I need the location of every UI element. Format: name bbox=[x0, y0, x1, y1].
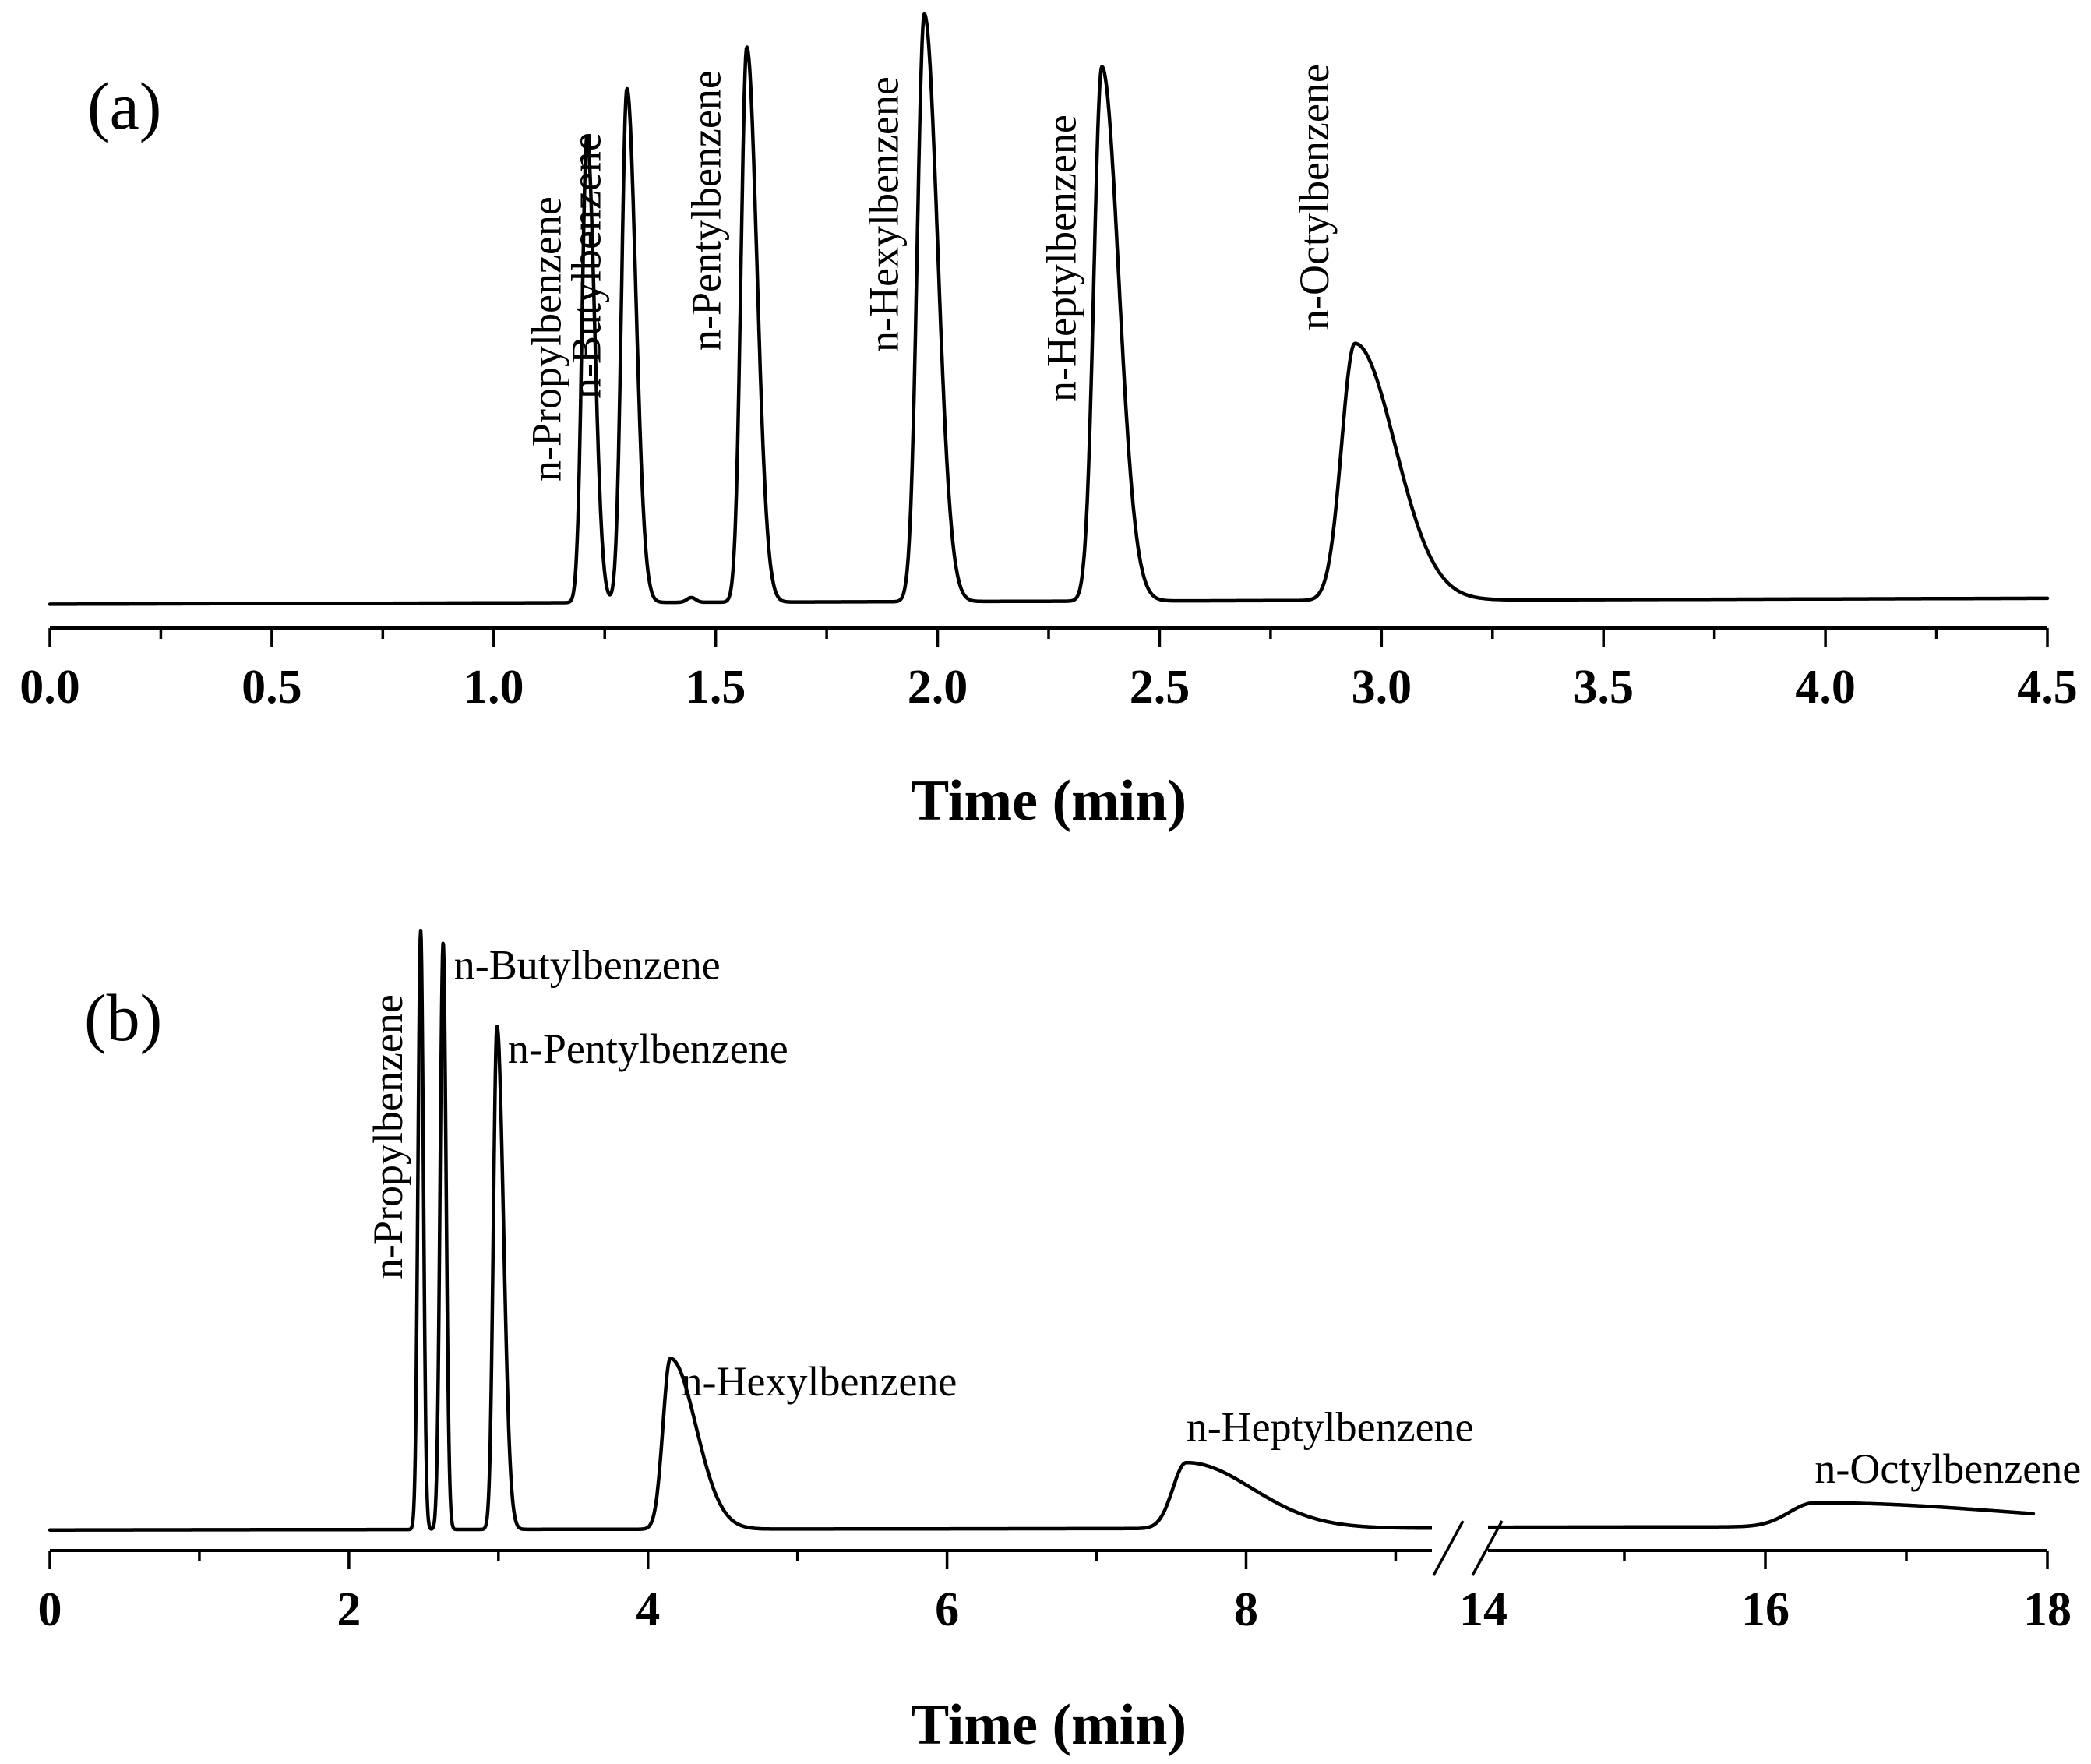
x-tick-label: 2.0 bbox=[908, 661, 968, 714]
panel-a-trace bbox=[48, 12, 2050, 606]
x-tick-label: 1.5 bbox=[686, 661, 746, 714]
x-tick-label: 4 bbox=[636, 1583, 660, 1636]
x-tick-label: 0.5 bbox=[242, 661, 302, 714]
peak-label-n-octylbenzene: n-Octylbenzene bbox=[1814, 1445, 2081, 1492]
panel-b-ticks: 0 2 4 6 8 14 16 18 bbox=[38, 1551, 2072, 1636]
x-tick-label: 4.5 bbox=[2017, 661, 2078, 714]
panel-b-peak-labels: n-Propylbenzene n-Butylbenzene n-Pentylben… bbox=[365, 941, 2081, 1492]
x-tick-label: 4.0 bbox=[1795, 661, 1856, 714]
peak-label-n-octylbenzene: n-Octylbenzene bbox=[1291, 64, 1338, 330]
x-tick-label: 16 bbox=[1741, 1583, 1790, 1636]
panel-b-label: (b) bbox=[84, 980, 162, 1055]
peak-label-n-propylbenzene: n-Propylbenzene bbox=[365, 994, 411, 1279]
x-tick-label: 3.5 bbox=[1573, 661, 1634, 714]
x-tick-label: 3.0 bbox=[1352, 661, 1412, 714]
x-tick-label: 6 bbox=[935, 1583, 959, 1636]
panel-b-x-axis-title: Time (min) bbox=[911, 1693, 1187, 1757]
x-tick-label: 0 bbox=[38, 1583, 62, 1636]
peak-label-n-propylbenzene: n-Propylbenzene bbox=[523, 196, 569, 482]
x-tick-label: 0.0 bbox=[19, 661, 80, 714]
peak-label-n-butylbenzene: n-Butylbenzene bbox=[563, 132, 610, 399]
x-tick-label: 2 bbox=[337, 1583, 361, 1636]
peak-label-n-hexylbenzene: n-Hexylbenzene bbox=[682, 1358, 957, 1405]
peak-label-n-pentylbenzene: n-Pentylbenzene bbox=[508, 1025, 788, 1072]
panel-a-label: (a) bbox=[87, 69, 161, 143]
x-tick-label: 8 bbox=[1234, 1583, 1258, 1636]
axis-break-mark-left bbox=[1432, 1520, 1465, 1576]
peak-label-n-heptylbenzene: n-Heptylbenzene bbox=[1038, 115, 1084, 402]
x-tick-label: 18 bbox=[2023, 1583, 2072, 1636]
peak-label-n-pentylbenzene: n-Pentylbenzene bbox=[683, 70, 730, 351]
peak-label-n-hexylbenzene: n-Hexylbenzene bbox=[860, 76, 907, 352]
panel-b-axis-break bbox=[1432, 1520, 1504, 1576]
panel-a-ticks: 0.0 0.5 1.0 1.5 2.0 2.5 3.0 3.5 4.0 4.5 bbox=[19, 628, 2078, 714]
x-tick-label: 1.0 bbox=[464, 661, 524, 714]
panel-b: (b) 0 2 4 6 8 14 16 18 n-Propylbenzene n-Butylbe… bbox=[38, 928, 2081, 1757]
panel-a-x-axis-title: Time (min) bbox=[911, 769, 1187, 833]
panel-b-trace bbox=[48, 928, 2036, 1532]
x-tick-label: 2.5 bbox=[1130, 661, 1190, 714]
x-tick-label: 14 bbox=[1459, 1583, 1507, 1636]
axis-break-mark-right bbox=[1471, 1520, 1504, 1576]
peak-label-n-heptylbenzene: n-Heptylbenzene bbox=[1187, 1403, 1474, 1450]
panel-a: (a) 0.0 0.5 1.0 1.5 2.0 2.5 3.0 3.5 4.0 4.5 n-Pro… bbox=[19, 12, 2078, 833]
peak-label-n-butylbenzene: n-Butylbenzene bbox=[454, 941, 721, 988]
